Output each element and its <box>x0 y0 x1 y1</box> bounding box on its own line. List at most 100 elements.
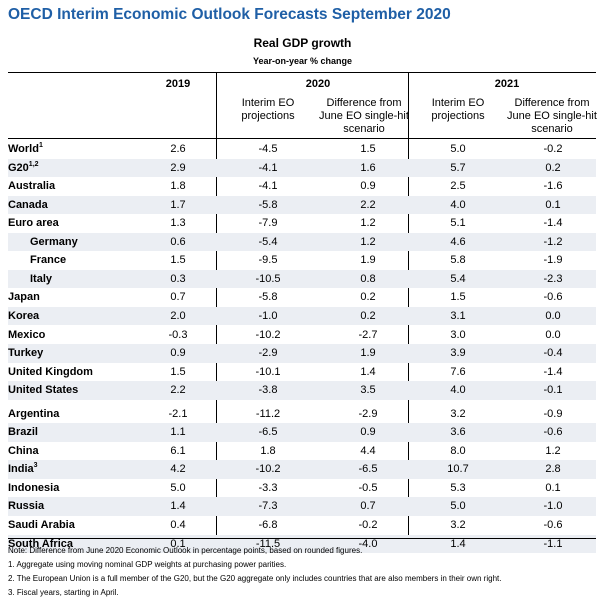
value-cell: 2.0 <box>170 309 186 322</box>
value-cell: 5.4 <box>450 272 466 285</box>
value-cell: -0.6 <box>543 291 563 304</box>
footnote: 3. Fiscal years, starting in April. <box>8 588 119 597</box>
country-name: Canada <box>8 198 48 211</box>
value-cell: -4.0 <box>358 537 378 550</box>
value-cell: -2.9 <box>358 407 378 420</box>
year-header-2019: 2019 <box>165 78 191 90</box>
value-cell: 6.1 <box>170 444 186 457</box>
table-row: Mexico -0.3 -10.2 -2.7 3.0 0.0 <box>8 326 596 345</box>
value-cell: 1.3 <box>170 217 186 230</box>
value-cell: -1.6 <box>543 180 563 193</box>
country-name: Germany <box>30 235 78 248</box>
table-row: Saudi Arabia 0.4 -6.8 -0.2 3.2 -0.6 <box>8 516 596 535</box>
value-cell: 0.9 <box>360 426 376 439</box>
value-cell: 1.8 <box>170 180 186 193</box>
table-row: World1 2.6 -4.5 1.5 5.0 -0.2 <box>8 140 596 159</box>
col-header-interim-2021: Interim EO projections <box>431 97 485 122</box>
table-row: Turkey 0.9 -2.9 1.9 3.9 -0.4 <box>8 344 596 363</box>
value-cell: -10.2 <box>255 328 281 341</box>
table-row: Brazil 1.1 -6.5 0.9 3.6 -0.6 <box>8 423 596 442</box>
table-row: G201,2 2.9 -4.1 1.6 5.7 0.2 <box>8 158 596 178</box>
footnote: 2. The European Union is a full member o… <box>8 574 502 583</box>
value-cell: 5.7 <box>450 161 466 174</box>
table-row: Japan 0.7 -5.8 0.2 1.5 -0.6 <box>8 288 596 307</box>
value-cell: 0.6 <box>170 235 186 248</box>
table-row: Italy 0.3 -10.5 0.8 5.4 -2.3 <box>8 269 596 289</box>
value-cell: -7.9 <box>258 217 278 230</box>
country-name: Japan <box>8 291 40 304</box>
value-cell: 3.1 <box>450 309 466 322</box>
footnote: 1. Aggregate using moving nominal GDP we… <box>8 560 287 569</box>
col-header-interim-2020: Interim EO projections <box>241 97 295 122</box>
value-cell: 0.2 <box>360 291 376 304</box>
value-cell: 0.4 <box>170 519 186 531</box>
value-cell: -0.2 <box>543 143 563 155</box>
value-cell: 5.0 <box>170 481 186 494</box>
footnote-marker: 3 <box>33 462 38 470</box>
value-cell: 4.2 <box>170 463 186 476</box>
value-cell: 1.9 <box>360 347 376 360</box>
table-row: France 1.5 -9.5 1.9 5.8 -1.9 <box>8 251 596 270</box>
table-row: Russia 1.4 -7.3 0.7 5.0 -1.0 <box>8 497 596 516</box>
value-cell: -6.5 <box>258 426 278 439</box>
country-name: South Africa <box>8 537 73 550</box>
value-cell: -2.1 <box>168 407 188 420</box>
year-header-2020: 2020 <box>305 78 331 90</box>
value-cell: 10.7 <box>447 463 469 476</box>
value-cell: 1.5 <box>360 143 376 155</box>
value-cell: 1.5 <box>450 291 466 304</box>
table-row: United States 2.2 -3.8 3.5 4.0 -0.1 <box>8 381 596 400</box>
value-cell: 4.4 <box>360 444 376 457</box>
value-cell: 1.7 <box>170 198 186 211</box>
table-row: Canada 1.7 -5.8 2.2 4.0 0.1 <box>8 195 596 215</box>
value-cell: -0.1 <box>543 384 563 397</box>
table-row: Australia 1.8 -4.1 0.9 2.5 -1.6 <box>8 177 596 196</box>
value-cell: -6.8 <box>258 519 278 531</box>
column-divider-2020 <box>408 72 409 538</box>
value-cell: -1.0 <box>258 309 278 322</box>
value-cell: 1.2 <box>545 444 561 457</box>
table-row: United Kingdom 1.5 -10.1 1.4 7.6 -1.4 <box>8 363 596 382</box>
table-row: Euro area 1.3 -7.9 1.2 5.1 -1.4 <box>8 214 596 233</box>
value-cell: -0.2 <box>358 519 378 531</box>
value-cell: -10.2 <box>255 463 281 476</box>
value-cell: -5.8 <box>258 198 278 211</box>
value-cell: 4.6 <box>450 235 466 248</box>
value-cell: 1.8 <box>260 444 276 457</box>
country-name: United States <box>8 384 79 397</box>
value-cell: 2.2 <box>360 198 376 211</box>
value-cell: 8.0 <box>450 444 466 457</box>
country-name: Australia <box>8 180 56 193</box>
value-cell: -1.4 <box>543 217 563 230</box>
value-cell: 0.8 <box>360 272 376 285</box>
country-name: Italy <box>30 272 53 285</box>
value-cell: 3.2 <box>450 407 466 420</box>
value-cell: -0.5 <box>358 481 378 494</box>
value-cell: 0.2 <box>545 161 561 174</box>
value-cell: -10.5 <box>255 272 281 285</box>
value-cell: -2.9 <box>258 347 278 360</box>
page-title: OECD Interim Economic Outlook Forecasts … <box>8 6 451 23</box>
value-cell: -3.8 <box>258 384 278 397</box>
value-cell: 3.5 <box>360 384 376 397</box>
value-cell: -0.4 <box>543 347 563 360</box>
country-name: China <box>8 444 39 457</box>
value-cell: 0.1 <box>545 198 561 211</box>
country-name: Korea <box>8 309 40 322</box>
value-cell: -4.1 <box>258 161 278 174</box>
value-cell: 2.6 <box>170 143 186 155</box>
table-row: South Africa 0.1 -11.5 -4.0 1.4 -1.1 <box>8 534 596 554</box>
value-cell: 0.2 <box>360 309 376 322</box>
value-cell: 1.9 <box>360 254 376 267</box>
value-cell: -4.5 <box>258 143 278 155</box>
country-name: Argentina <box>8 407 60 420</box>
value-cell: -5.4 <box>258 235 278 248</box>
value-cell: 5.3 <box>450 481 466 494</box>
value-cell: 1.4 <box>360 365 376 378</box>
value-cell: 0.9 <box>360 180 376 193</box>
value-cell: -1.4 <box>543 365 563 378</box>
country-name: Saudi Arabia <box>8 519 75 531</box>
value-cell: 0.7 <box>170 291 186 304</box>
value-cell: -6.5 <box>358 463 378 476</box>
value-cell: 7.6 <box>450 365 466 378</box>
